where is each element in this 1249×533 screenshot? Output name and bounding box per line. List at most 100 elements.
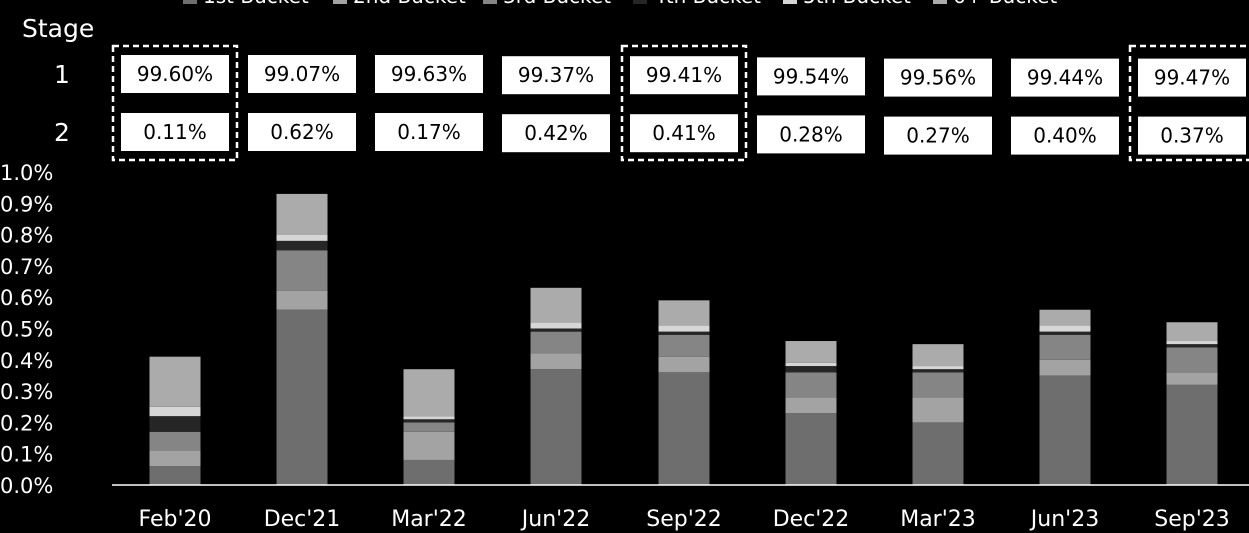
bar-segment	[658, 334, 710, 357]
bar-segment	[403, 419, 455, 423]
bar-segment	[1166, 384, 1218, 485]
x-tick-label: Sep'23	[1154, 507, 1230, 532]
y-tick-label: 0.0%	[0, 474, 53, 498]
stage-cell-box	[248, 55, 356, 93]
stage-cell-value: 99.44%	[1027, 66, 1103, 90]
bar-segment	[1166, 341, 1218, 345]
bar-segment	[785, 362, 837, 367]
bar-segment	[149, 431, 201, 451]
stage-cell-box	[502, 114, 610, 153]
legend-swatch	[183, 0, 197, 4]
bar-segment	[912, 372, 964, 398]
stage-cell-value: 0.17%	[397, 120, 461, 144]
stage-cell-value: 0.27%	[906, 124, 970, 148]
x-tick-label: Jun'22	[520, 507, 590, 532]
bar-segment	[149, 356, 201, 407]
stage-cell-value: 0.40%	[1033, 124, 1097, 148]
legend: 1st Bucket 2nd Bucket 3rd Bucket 4th Bucket…	[183, 0, 1057, 8]
stage-cell-box	[375, 113, 483, 151]
bar-segment	[1039, 375, 1091, 485]
bar-segment	[403, 369, 455, 417]
bar-segment	[149, 466, 201, 485]
bar-segment	[1039, 359, 1091, 376]
bar-segment	[785, 366, 837, 373]
y-axis: 0.0% 0.1% 0.2% 0.3% 0.4% 0.5% 0.6% 0.7% 0.8% 0.9%…	[0, 161, 53, 498]
x-tick-label: Dec'21	[264, 507, 341, 532]
legend-swatch	[333, 0, 347, 4]
stage-cell-value: 0.37%	[1160, 124, 1224, 148]
y-tick-label: 0.8%	[0, 224, 53, 248]
stage-cell-box	[630, 114, 738, 153]
legend-swatch	[933, 0, 947, 4]
bar-segment	[912, 344, 964, 367]
bar-segment	[276, 250, 328, 291]
bar-segment	[912, 366, 964, 370]
stage-highlight-frame	[111, 44, 239, 162]
legend-label: 1st Bucket	[203, 0, 309, 8]
bar-segment	[1039, 331, 1091, 335]
x-tick-label: Mar'23	[900, 507, 976, 532]
legend-label: 6+ Bucket	[953, 0, 1057, 8]
stage-cell-value: 99.63%	[391, 62, 467, 86]
stage-cell-value: 99.37%	[518, 63, 594, 87]
bar-segment	[149, 450, 201, 467]
stage-cell-box	[884, 116, 992, 155]
stage-cell-value: 99.56%	[900, 66, 976, 90]
stage-table: 1 99.60% 99.07% 99.63% 99.37% 99.41% 99.54% 99.…	[54, 44, 1249, 162]
stage-cell-value: 0.11%	[143, 120, 207, 144]
stage-cell-value: 0.62%	[270, 120, 334, 144]
legend-swatch	[483, 0, 497, 4]
bar-segment	[530, 369, 582, 485]
legend-swatch	[633, 0, 647, 4]
bar-segment	[530, 353, 582, 370]
y-tick-label: 0.6%	[0, 286, 53, 310]
bar-segment	[1166, 372, 1218, 385]
stage-cell-box	[248, 113, 356, 151]
y-tick-label: 0.5%	[0, 318, 53, 342]
bar-segment	[530, 331, 582, 354]
stage-cell-value: 99.60%	[137, 62, 213, 86]
bar-segment	[1166, 322, 1218, 342]
y-tick-label: 0.1%	[0, 443, 53, 467]
bar-segment	[658, 372, 710, 485]
bar-segment	[785, 413, 837, 485]
bar-segment	[276, 193, 328, 235]
bar-segment	[785, 372, 837, 398]
stage-cell-box	[1138, 58, 1246, 97]
x-tick-label: Sep'22	[646, 507, 722, 532]
legend-label: 3rd Bucket	[503, 0, 611, 8]
bar-segment	[149, 416, 201, 432]
y-tick-label: 0.4%	[0, 349, 53, 373]
stage-cell-box	[757, 115, 865, 154]
legend-label: 2nd Bucket	[353, 0, 466, 8]
bar-segment	[785, 397, 837, 414]
bar-segment	[276, 290, 328, 310]
stage-cell-value: 99.54%	[773, 64, 849, 88]
bar-segment	[1166, 347, 1218, 373]
bar-segment	[530, 287, 582, 323]
legend-swatch	[783, 0, 797, 4]
x-tick-label: Dec'22	[773, 507, 850, 532]
bar-segment	[149, 406, 201, 417]
stage-cell-box	[1011, 58, 1119, 97]
stage-cell-box	[121, 55, 229, 93]
bar-segment	[912, 422, 964, 485]
stage-cell-value: 99.47%	[1154, 66, 1230, 90]
legend-label: 5th Bucket	[803, 0, 911, 8]
stage-cell-box	[884, 58, 992, 97]
bar-segment	[403, 422, 455, 432]
y-tick-label: 1.0%	[0, 161, 53, 185]
stage-cell-box	[1011, 116, 1119, 155]
y-tick-label: 0.9%	[0, 192, 53, 216]
x-axis: Feb'20 Dec'21 Mar'22 Jun'22 Sep'22 Dec'22 Mar'…	[139, 507, 1230, 532]
stage-cell-value: 0.28%	[779, 122, 843, 146]
bar-segment	[276, 309, 328, 485]
bar-segment	[276, 240, 328, 251]
bar-segment	[1039, 334, 1091, 360]
bar-segment	[912, 369, 964, 373]
bar-segment	[403, 416, 455, 420]
bar-segment	[658, 331, 710, 335]
stage-cell-value: 99.07%	[264, 62, 340, 86]
bar-segment	[530, 328, 582, 332]
